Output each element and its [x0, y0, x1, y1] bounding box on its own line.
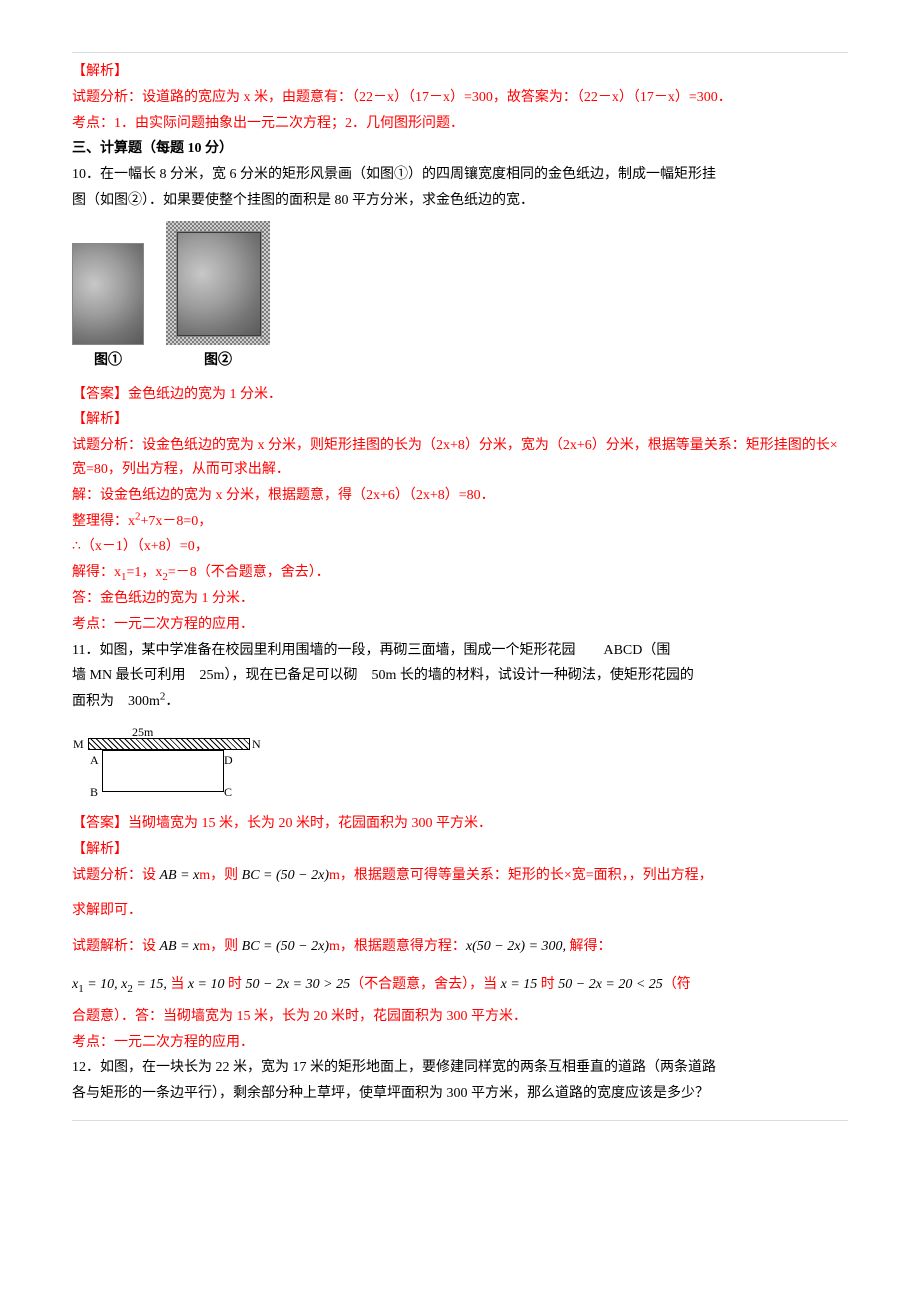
q11-ab: AB = x [160, 868, 200, 883]
q11-parse-2: 求解即可． [72, 899, 848, 923]
q11-line1: 11．如图，某中学准备在校园里利用围墙的一段，再砌三面墙，围成一个矩形花园 AB… [72, 639, 848, 663]
q10-2b-pre: 整理得：x [72, 514, 135, 529]
q11-r2: 50 − 2x = 20 < 25 [558, 977, 663, 992]
q11-bc: BC = (50 − 2x) [242, 868, 329, 883]
q10-parse-2a: 解：设金色纸边的宽为 x 分米，根据题意，得（2x+6）（2x+8）=80． [72, 484, 848, 508]
q11-parse-3: 试题解析：设 AB = xm，则 BC = (50 − 2x)m，根据题意得方程… [72, 935, 848, 959]
label-A: A [90, 750, 99, 770]
q11-p3-ab: AB = x [160, 939, 200, 954]
figure-row: 图① 图② [72, 221, 848, 373]
q11-x2eq: = 15, [133, 977, 170, 992]
q10-parse-2d: 解得：x1=1，x2=－8（不合题意，舍去）． [72, 561, 848, 585]
wall-hatch [88, 738, 250, 750]
q10-parse-3: 答：金色纸边的宽为 1 分米． [72, 587, 848, 611]
q10-parse-1: 试题分析：设金色纸边的宽为 x 分米，则矩形挂图的长为（2x+8）分米，宽为（2… [72, 434, 848, 482]
q10-line1: 10．在一幅长 8 分米，宽 6 分米的矩形风景画（如图①）的四周镶宽度相同的金… [72, 163, 848, 187]
q11-x10: x = 10 [188, 977, 225, 992]
wall-box [102, 750, 224, 792]
q11-p3-suf: 解得： [566, 939, 612, 954]
label-M: M [73, 734, 84, 754]
q11-x15: x = 15 [501, 977, 538, 992]
q11-point: 考点：一元二次方程的应用． [72, 1031, 848, 1055]
q11-p3-unit1: m，则 [199, 939, 241, 954]
figure-2-label: 图② [204, 349, 232, 373]
label-B: B [90, 782, 98, 802]
page-top-rule [72, 52, 848, 53]
q10-point: 考点：一元二次方程的应用． [72, 613, 848, 637]
q11-x1eq: = 10, x [84, 977, 128, 992]
q12-line2: 各与矩形的一条边平行），剩余部分种上草坪，使草坪面积为 300 平方米，那么道路… [72, 1082, 848, 1106]
q10-2b-suf: +7x－8=0， [141, 514, 213, 529]
q10-2d-mid: =1，x [127, 565, 163, 580]
q11-line2: 墙 MN 最长可利用 25m），现在已备足可以砌 50m 长的墙的材料，试设计一… [72, 664, 848, 688]
q12-line1: 12．如图，在一块长为 22 米，宽为 17 米的矩形地面上，要修建同样宽的两条… [72, 1056, 848, 1080]
q10-2d-suf: =－8（不合题意，舍去）． [168, 565, 330, 580]
label-D: D [224, 750, 233, 770]
figure-1-image [72, 243, 144, 345]
q11-parse-5: 合题意）．答：当砌墙宽为 15 米，长为 20 米时，花园面积为 300 平方米… [72, 1005, 848, 1029]
page-bottom-rule [72, 1120, 848, 1121]
q11-t1: 时 [225, 977, 246, 992]
q11-figure: 25m M N A D B C [72, 720, 262, 800]
q11-p3-mid: m，根据题意得方程： [329, 939, 466, 954]
q10-2d-pre: 解得：x [72, 565, 121, 580]
q10-line2: 图（如图②）．如果要使整个挂图的面积是 80 平方分米，求金色纸边的宽． [72, 189, 848, 213]
q11-p3-pre: 试题解析：设 [72, 939, 160, 954]
q10-answer: 【答案】金色纸边的宽为 1 分米． [72, 383, 848, 407]
section3-heading: 三、计算题（每题 10 分） [72, 137, 848, 161]
figure-2: 图② [166, 221, 270, 373]
q11-paren2: （符 [663, 977, 691, 992]
q11-c-suf: ． [165, 694, 179, 709]
figure-2-image [176, 231, 262, 337]
q11-parse-heading: 【解析】 [72, 838, 848, 862]
q11-p3-eq: x(50 − 2x) = 300, [466, 939, 566, 954]
q11-r1: 50 − 2x = 30 > 25 [246, 977, 351, 992]
parse-heading: 【解析】 [72, 60, 848, 84]
q11-paren1: （不合题意，舍去）， [350, 977, 483, 992]
q11-parse-1: 试题分析：设 AB = xm，则 BC = (50 − 2x)m，根据题意可得等… [72, 864, 848, 888]
label-C: C [224, 782, 232, 802]
q10-parse-2b: 整理得：x2+7x－8=0， [72, 510, 848, 534]
q11-p3-bc: BC = (50 − 2x) [242, 939, 329, 954]
q11-p1-mid: m，根据题意可得等量关系：矩形的长×宽=面积，，列出方程， [329, 868, 713, 883]
prev-analysis: 试题分析：设道路的宽应为 x 米，由题意有：（22－x）（17－x）=300，故… [72, 86, 848, 110]
q11-t2: 时 [537, 977, 558, 992]
q11-when1: 当 [170, 977, 188, 992]
q11-parse-4: x1 = 10, x2 = 15, 当 x = 10 时 50 − 2x = 3… [72, 973, 848, 997]
q11-answer: 【答案】当砌墙宽为 15 米，长为 20 米时，花园面积为 300 平方米． [72, 812, 848, 836]
q11-line3: 面积为 300m2． [72, 690, 848, 714]
q10-parse-heading: 【解析】 [72, 408, 848, 432]
figure-1-label: 图① [94, 349, 122, 373]
q11-p1-pre: 试题分析：设 [72, 868, 160, 883]
q11-when2: 当 [483, 977, 501, 992]
prev-point: 考点：1．由实际问题抽象出一元二次方程；2．几何图形问题． [72, 112, 848, 136]
q10-parse-2c: ∴（x－1）（x+8）=0， [72, 535, 848, 559]
q11-c-pre: 面积为 300m [72, 694, 160, 709]
q11-unit1: m，则 [199, 868, 241, 883]
label-N: N [252, 734, 261, 754]
figure-2-border [166, 221, 270, 345]
figure-1: 图① [72, 243, 144, 373]
